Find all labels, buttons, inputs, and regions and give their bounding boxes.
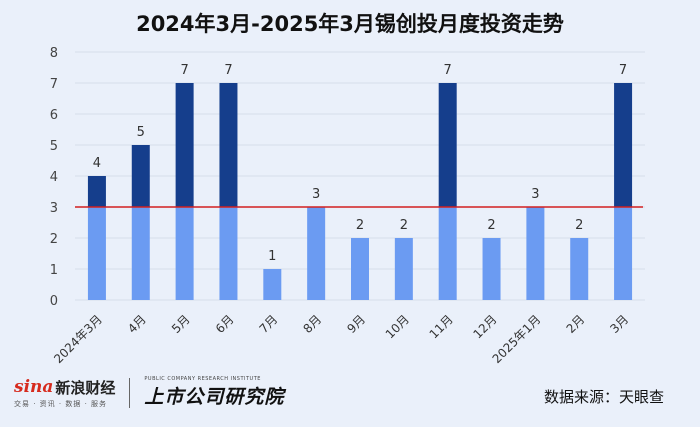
bar-segment-above [614, 83, 633, 207]
chart-title: 2024年3月-2025年3月锡创投月度投资走势 [136, 12, 564, 36]
data-labels: 4 5 7 7 1 3 2 2 7 2 3 2 7 [93, 63, 627, 264]
sina-logo: sina 新浪财经 交易 · 资讯 · 数据 · 服务 [14, 377, 115, 409]
x-tick-label: 8月 [300, 312, 324, 336]
institute-en: PUBLIC COMPANY RESEARCH INSTITUTE [144, 376, 261, 382]
bar-segment-below [131, 207, 150, 300]
y-tick-label: 1 [50, 263, 58, 278]
y-tick-label: 6 [50, 108, 58, 123]
y-tick-label: 5 [50, 139, 58, 154]
institute-cn: 上市公司研究院 [144, 386, 285, 408]
data-label: 7 [224, 63, 232, 78]
x-tick-label: 10月 [383, 312, 412, 341]
x-tick-label: 9月 [344, 312, 368, 336]
y-tick-label: 7 [50, 77, 58, 92]
x-tick-label: 2024年3月 [51, 312, 105, 366]
data-label: 2 [400, 218, 408, 233]
data-source: 数据来源：天眼查 [543, 388, 664, 406]
data-label: 5 [137, 125, 145, 140]
bar-segment-below [614, 207, 633, 300]
bar-segment-below [307, 207, 326, 300]
bar-segment-below [175, 207, 194, 300]
bar-segment-below [438, 207, 457, 300]
bar-segment-below [526, 207, 545, 300]
data-label: 7 [619, 63, 627, 78]
logo-divider [129, 377, 131, 408]
data-label: 3 [312, 187, 320, 202]
x-tick-label: 5月 [169, 312, 193, 336]
data-label: 1 [268, 249, 276, 264]
y-tick-label: 0 [50, 294, 58, 309]
x-tick-label: 7月 [257, 312, 281, 336]
data-label: 3 [531, 187, 539, 202]
bar-segment-above [175, 83, 194, 207]
institute-logo: PUBLIC COMPANY RESEARCH INSTITUTE 上市公司研究… [144, 376, 284, 409]
x-tick-label: 12月 [470, 312, 499, 341]
bar-segment-above [219, 83, 238, 207]
data-label: 7 [444, 63, 452, 78]
x-tick-label: 11月 [427, 312, 456, 341]
data-label: 2 [487, 218, 495, 233]
sina-brand-cn: 新浪财经 [55, 378, 116, 397]
x-tick-label: 4月 [125, 312, 149, 336]
bar-segment-above [131, 145, 150, 207]
x-tick-label: 3月 [607, 312, 631, 336]
data-label: 4 [93, 156, 101, 171]
bar-segment-below [351, 238, 369, 300]
y-tick-label: 8 [50, 46, 58, 61]
bar-segment-below [219, 207, 238, 300]
bar-segment-above [87, 176, 106, 207]
y-tick-labels: 0 1 2 3 4 5 6 7 8 [50, 46, 58, 309]
bar-segment-below [394, 238, 413, 300]
data-label: 2 [575, 218, 583, 233]
x-tick-label: 6月 [213, 312, 237, 336]
sina-brand-sub: 交易 · 资讯 · 数据 · 服务 [14, 399, 108, 408]
data-label: 2 [356, 218, 364, 233]
data-label: 7 [180, 63, 188, 78]
bar-segment-below [570, 238, 589, 300]
bar-segment-below [263, 269, 282, 300]
y-tick-label: 2 [50, 232, 58, 247]
footer-logos: sina 新浪财经 交易 · 资讯 · 数据 · 服务 PUBLIC COMPA… [14, 376, 284, 409]
sina-brand-word: sina [14, 377, 54, 397]
bar-segment-above [438, 83, 457, 207]
bars [87, 83, 633, 300]
bar-segment-below [482, 238, 501, 300]
y-tick-label: 3 [50, 201, 58, 216]
y-tick-label: 4 [50, 170, 58, 185]
x-tick-label: 2月 [564, 312, 588, 336]
bar-segment-below [87, 207, 106, 300]
